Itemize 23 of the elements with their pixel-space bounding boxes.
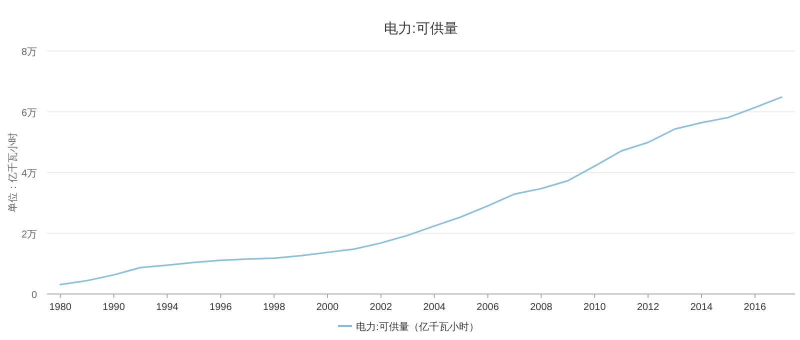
y-tick-label: 2万 (21, 229, 37, 240)
y-tick-label: 6万 (21, 108, 37, 119)
x-tick-label: 1980 (49, 302, 72, 313)
legend-label: 电力:可供量（亿千瓦小时） (356, 321, 479, 333)
x-tick-label: 2000 (316, 302, 340, 313)
x-tick-label: 2014 (690, 302, 714, 313)
x-tick-label: 1998 (262, 302, 286, 313)
x-tick-label: 2016 (744, 302, 766, 313)
x-tick-label: 2004 (423, 302, 446, 313)
y-tick-label: 4万 (21, 168, 37, 180)
line-series (60, 96, 782, 286)
chart-title: 电力:可供量 (384, 20, 458, 36)
x-tick-label: 2008 (530, 302, 553, 313)
x-tick-label: 2006 (476, 302, 500, 313)
x-tick-label: 1996 (210, 302, 232, 313)
y-tick-label: 8万 (21, 47, 37, 58)
x-tick-label: 2012 (636, 302, 660, 313)
y-tick-label: 0 (31, 290, 38, 301)
x-tick-label: 1990 (102, 302, 126, 313)
x-tick-label: 2010 (584, 302, 606, 313)
x-tick-label: 2002 (370, 302, 392, 313)
y-axis-title: 单位：亿千瓦小时 (7, 132, 19, 212)
x-tick-label: 1994 (156, 302, 179, 313)
